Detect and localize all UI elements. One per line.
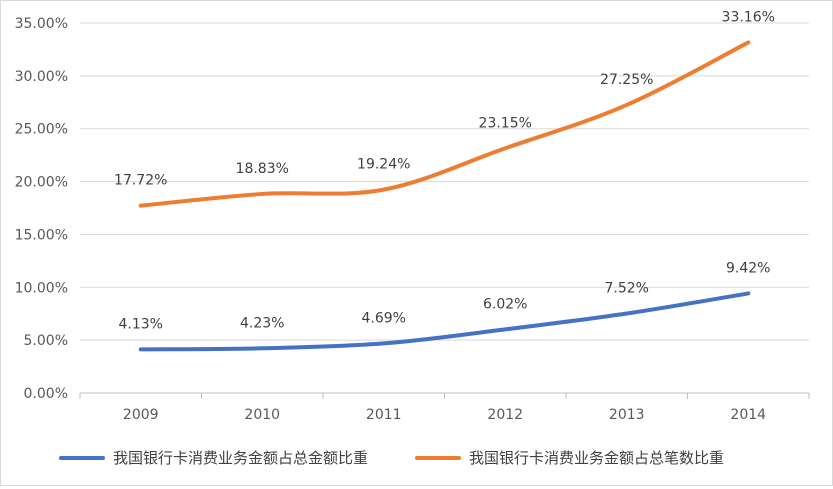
x-tick-label: 2012 <box>487 407 523 423</box>
axes: 0.00% 5.00% 10.00% 15.00% 20.00% 25.00% 30.00%… <box>15 16 810 423</box>
gridlines <box>80 22 809 341</box>
legend-label-1: 我国银行卡消费业务金额占总金额比重 <box>113 449 368 467</box>
y-tick-label: 5.00% <box>24 333 68 349</box>
series-lines <box>138 40 751 352</box>
data-label: 27.25% <box>600 72 653 88</box>
data-label: 17.72% <box>114 173 167 189</box>
y-tick-label: 10.00% <box>15 280 68 296</box>
x-tick-label: 2009 <box>123 407 159 423</box>
series-line-2 <box>138 40 751 208</box>
data-label: 19.24% <box>357 157 410 173</box>
data-label: 4.23% <box>240 315 284 331</box>
y-tick-label: 25.00% <box>15 122 68 138</box>
data-label: 23.15% <box>479 115 532 131</box>
x-tick-label: 2011 <box>366 407 402 423</box>
legend-label-2: 我国银行卡消费业务金额占总笔数比重 <box>469 449 724 467</box>
y-tick-label: 35.00% <box>15 16 68 32</box>
y-tick-label: 30.00% <box>15 69 68 85</box>
data-label: 4.69% <box>362 310 406 326</box>
series-line-1 <box>138 291 751 352</box>
x-tick-label: 2013 <box>609 407 645 423</box>
x-tick-label: 2010 <box>244 407 280 423</box>
y-tick-label: 15.00% <box>15 227 68 243</box>
y-tick-label: 0.00% <box>24 386 68 402</box>
data-label: 33.16% <box>722 9 775 25</box>
data-label: 9.42% <box>726 260 770 276</box>
y-tick-label: 20.00% <box>15 175 68 191</box>
data-label: 18.83% <box>236 161 289 177</box>
data-label: 4.13% <box>119 316 163 332</box>
data-labels: 4.13% 4.23% 4.69% 6.02% 7.52% 9.42% 17.72% 18.8… <box>114 9 775 332</box>
data-label: 6.02% <box>483 296 527 312</box>
x-tick-label: 2014 <box>730 407 766 423</box>
data-label: 7.52% <box>605 281 649 297</box>
legend: 我国银行卡消费业务金额占总金额比重 我国银行卡消费业务金额占总笔数比重 <box>59 449 724 467</box>
